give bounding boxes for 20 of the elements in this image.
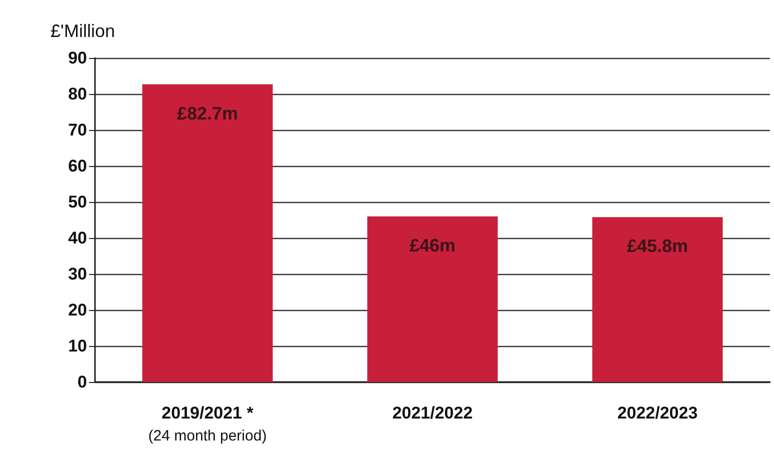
y-tick-label: 20 [68, 300, 87, 320]
x-tick-label: 2021/2022 [392, 404, 473, 422]
y-tick-label: 90 [68, 48, 87, 68]
y-tick-label: 40 [68, 228, 87, 248]
y-tick-label: 80 [68, 84, 87, 104]
y-tick-label: 70 [68, 120, 87, 140]
bar [142, 84, 273, 382]
y-tick-label: 30 [68, 264, 87, 284]
y-tick-label: 10 [68, 336, 87, 356]
data-label: £45.8m [626, 236, 688, 256]
data-label: £46m [409, 235, 456, 256]
bar [592, 217, 723, 382]
y-axis-title: £'Million [50, 21, 115, 41]
y-tick-label: 60 [68, 156, 87, 176]
x-tick-label: 2022/2023 [617, 404, 698, 422]
data-label: £82.7m [176, 103, 238, 124]
y-tick-label: 50 [68, 192, 87, 212]
bar [367, 216, 498, 382]
x-tick-label: 2019/2021 * (24 month period) [148, 404, 267, 444]
y-tick-label: 0 [78, 372, 87, 392]
